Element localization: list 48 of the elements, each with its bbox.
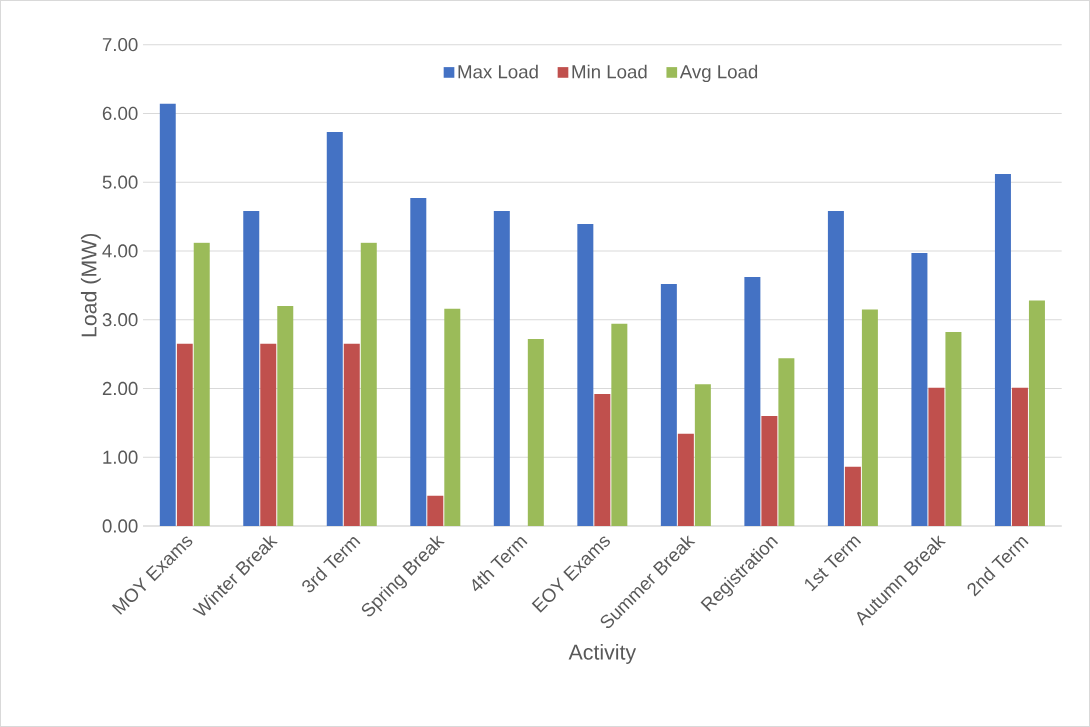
x-tick-label: 4th Term [472, 537, 528, 592]
y-tick-label: 1.00 [103, 450, 138, 464]
bar [527, 338, 544, 526]
bar [744, 277, 761, 526]
y-tick-label: 0.00 [102, 519, 138, 533]
bar [410, 198, 427, 526]
x-tick-label: 3rd Term [302, 537, 361, 593]
bar [994, 173, 1011, 526]
bar [928, 387, 945, 526]
bar [660, 283, 677, 526]
bar [343, 343, 360, 526]
bar [243, 211, 260, 526]
bar [1011, 387, 1028, 526]
y-tick-label: 4.00 [102, 244, 138, 258]
bar [159, 103, 176, 526]
y-tick-label: 7.00 [102, 38, 138, 52]
y-tick-label: 5.00 [102, 175, 138, 189]
bar [778, 358, 795, 526]
bar [277, 305, 294, 526]
bar [594, 393, 611, 526]
legend-label: Max Load [458, 64, 538, 79]
x-axis-title: Activity [568, 644, 637, 664]
bar [911, 253, 928, 526]
y-tick-label: 2.00 [102, 381, 138, 396]
y-tick-label: 6.00 [102, 106, 138, 121]
bar [677, 433, 694, 526]
legend-label: Avg Load [679, 64, 758, 83]
y-axis-title: Load (MW) [80, 233, 101, 337]
bar [694, 384, 711, 526]
bar [1028, 300, 1045, 526]
legend-label: Min Load [572, 64, 647, 79]
bar [427, 495, 444, 526]
bar [193, 242, 210, 526]
bar [444, 308, 461, 526]
bar [577, 224, 594, 526]
x-tick-label: 2nd Term [967, 537, 1029, 597]
y-tick-label: 3.00 [102, 313, 138, 327]
bar [861, 309, 878, 526]
bar [260, 343, 277, 526]
bar [326, 131, 343, 526]
bar [611, 323, 628, 526]
bar [827, 211, 844, 526]
bar [945, 332, 962, 526]
bar [761, 415, 778, 526]
bar [493, 211, 510, 526]
bar [176, 343, 193, 526]
bar [360, 242, 377, 526]
bar [844, 466, 861, 526]
